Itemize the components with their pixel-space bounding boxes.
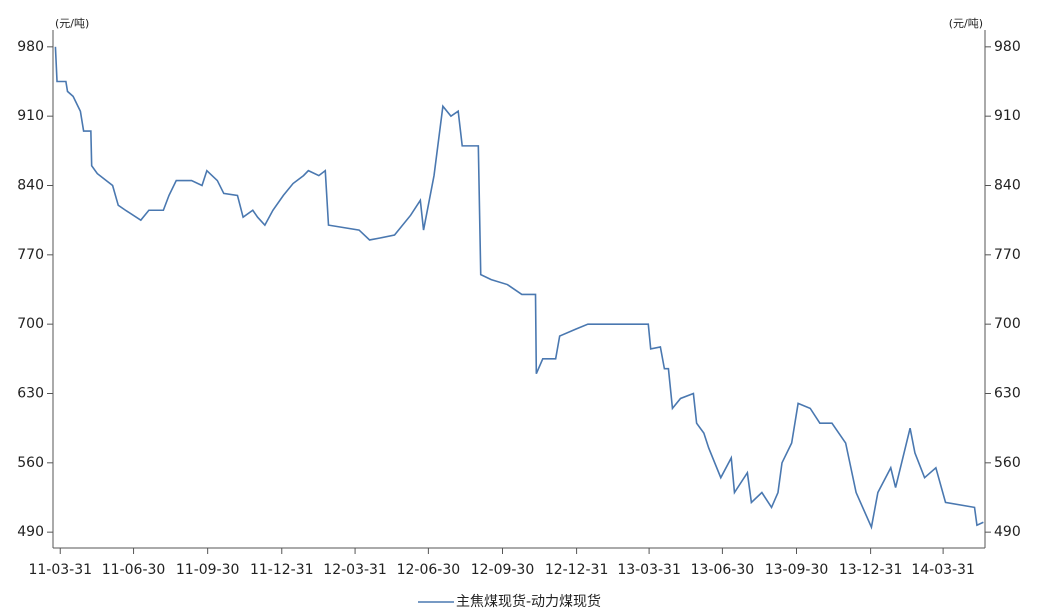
y-tick-label: 560 [17, 455, 44, 471]
x-tick-label: 12-12-31 [545, 562, 609, 578]
y2-tick-label: 630 [994, 385, 1021, 401]
y-tick-label: 910 [17, 108, 44, 124]
y2-tick-label: 980 [994, 39, 1021, 55]
x-tick-label: 11-09-30 [176, 562, 240, 578]
y2-tick-label: 490 [994, 524, 1021, 540]
x-tick-label: 13-09-30 [765, 562, 829, 578]
x-tick-label: 13-06-30 [691, 562, 755, 578]
y-unit: (元/吨) [55, 17, 89, 30]
y-tick-label: 840 [17, 177, 44, 193]
x-tick-label: 13-03-31 [617, 562, 681, 578]
series-line [54, 46, 984, 530]
y2-unit: (元/吨) [949, 17, 983, 30]
y2-tick-label: 560 [994, 455, 1021, 471]
y-tick-label: 770 [17, 247, 44, 263]
x-tick-label: 11-03-31 [28, 562, 92, 578]
x-tick-label: 12-06-30 [397, 562, 461, 578]
legend-label: 主焦煤现货-动力煤现货 [456, 593, 601, 610]
x-tick-label: 13-12-31 [839, 562, 903, 578]
y-tick-label: 490 [17, 524, 44, 540]
y-tick-label: 630 [17, 385, 44, 401]
x-tick-label: 11-06-30 [102, 562, 166, 578]
x-tick-label: 12-09-30 [471, 562, 535, 578]
x-tick-label: 12-03-31 [323, 562, 387, 578]
x-tick-label: 14-03-31 [911, 562, 975, 578]
y2-tick-label: 770 [994, 247, 1021, 263]
y-tick-label: 700 [17, 316, 44, 332]
y2-tick-label: 840 [994, 177, 1021, 193]
y-tick-label: 980 [17, 39, 44, 55]
x-tick-label: 11-12-31 [250, 562, 314, 578]
y2-tick-label: 700 [994, 316, 1021, 332]
y2-tick-label: 910 [994, 108, 1021, 124]
